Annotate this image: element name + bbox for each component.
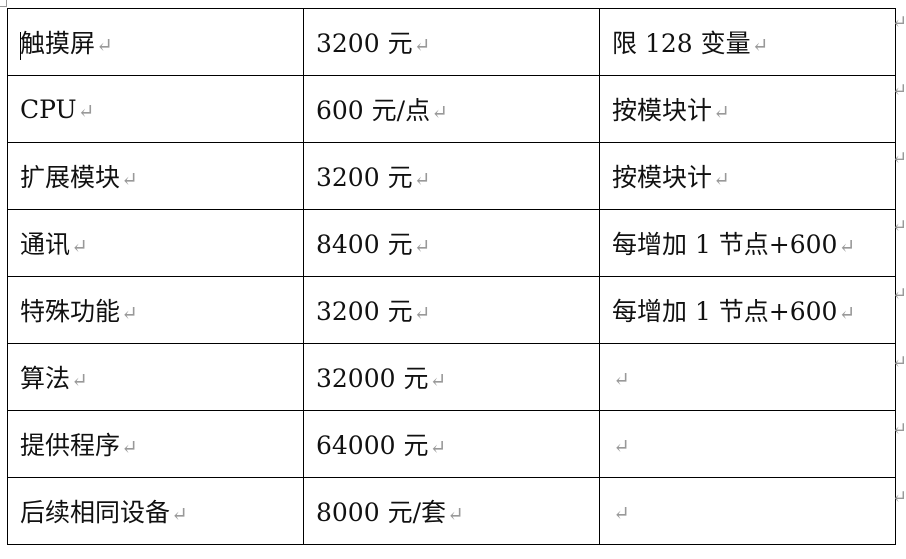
- paragraph-mark-icon: ↵: [121, 435, 138, 459]
- table-cell[interactable]: 8400 元↵: [303, 209, 600, 277]
- row-end-mark-icon: ↵: [892, 283, 906, 305]
- cell-text: 按模块计: [612, 163, 713, 192]
- cell-text: 每增加 1 节点+600: [612, 230, 838, 259]
- cell-text: 特殊功能: [20, 297, 121, 326]
- table-row: 后续相同设备↵ 8000 元/套↵ ↵: [7, 477, 896, 545]
- table-row: 特殊功能↵ 3200 元↵ 每增加 1 节点+600↵: [7, 276, 896, 344]
- row-end-mark-icon: ↵: [892, 419, 906, 441]
- table-cell[interactable]: 通讯↵: [7, 209, 304, 277]
- cell-text: 600 元/点: [316, 96, 431, 125]
- row-end-mark-icon: ↵: [892, 12, 906, 33]
- cell-text: 通讯: [20, 230, 71, 259]
- cell-text: CPU: [20, 94, 77, 124]
- paragraph-mark-icon: ↵: [429, 435, 447, 459]
- cell-text: 扩展模块: [20, 163, 121, 192]
- paragraph-mark-icon: ↵: [429, 368, 447, 392]
- paragraph-mark-icon: ↵: [838, 301, 856, 325]
- table-cell[interactable]: 限 128 变量↵: [599, 8, 896, 76]
- table-cell[interactable]: 8000 元/套↵: [303, 477, 600, 545]
- cell-text: 提供程序: [20, 431, 121, 460]
- table-cell[interactable]: 3200 元↵: [303, 8, 600, 76]
- cell-text: 算法: [20, 364, 71, 393]
- paragraph-mark-icon: ↵: [96, 33, 113, 57]
- paragraph-mark-icon: ↵: [121, 167, 138, 191]
- table-cell[interactable]: 特殊功能↵: [7, 276, 304, 344]
- row-end-mark-icon: ↵: [892, 215, 906, 237]
- paragraph-mark-icon: ↵: [77, 98, 95, 123]
- price-table: 触摸屏↵ 3200 元↵ 限 128 变量↵ CPU↵ 600 元/点↵ 按模块计↵ 扩展模…: [7, 8, 896, 545]
- paragraph-mark-icon: ↵: [613, 500, 630, 525]
- table-cell[interactable]: 触摸屏↵: [7, 8, 304, 76]
- paragraph-mark-icon: ↵: [613, 433, 630, 458]
- row-end-mark-icon: ↵: [892, 487, 906, 509]
- cell-text: 限 128 变量: [612, 29, 751, 58]
- table-row: 触摸屏↵ 3200 元↵ 限 128 变量↵: [7, 8, 896, 76]
- cell-text: 8400 元: [316, 230, 413, 259]
- table-cell[interactable]: 600 元/点↵: [303, 75, 600, 143]
- paragraph-mark-icon: ↵: [413, 234, 431, 258]
- table-cell[interactable]: 后续相同设备↵: [7, 477, 304, 545]
- paragraph-mark-icon: ↵: [713, 167, 730, 191]
- table-cell[interactable]: 3200 元↵: [303, 142, 600, 210]
- table-cell[interactable]: 每增加 1 节点+600↵: [599, 209, 896, 277]
- table-cell[interactable]: 64000 元↵: [303, 410, 600, 478]
- paragraph-mark-icon: ↵: [413, 301, 431, 325]
- table-row: 算法↵ 32000 元↵ ↵: [7, 343, 896, 411]
- paragraph-mark-icon: ↵: [713, 100, 730, 124]
- row-end-mark-icon: ↵: [892, 147, 906, 169]
- paragraph-mark-icon: ↵: [838, 234, 856, 258]
- cell-text: 3200 元: [316, 29, 413, 58]
- text-cursor: [20, 31, 21, 60]
- paragraph-mark-icon: ↵: [431, 100, 448, 124]
- paragraph-mark-icon: ↵: [447, 502, 464, 526]
- row-end-mark-icon: ↵: [892, 351, 906, 373]
- cell-text: 3200 元: [316, 163, 413, 192]
- table-cell[interactable]: 按模块计↵: [599, 75, 896, 143]
- cell-text: 触摸屏: [20, 29, 96, 58]
- paragraph-mark-icon: ↵: [751, 33, 769, 57]
- table-cell[interactable]: ↵: [599, 410, 896, 478]
- table-cell[interactable]: 算法↵: [7, 343, 304, 411]
- table-cell[interactable]: ↵: [599, 343, 896, 411]
- table-cell[interactable]: 扩展模块↵: [7, 142, 304, 210]
- table-cell[interactable]: ↵: [599, 477, 896, 545]
- paragraph-mark-icon: ↵: [121, 301, 138, 325]
- cell-text: 3200 元: [316, 297, 413, 326]
- table-move-handle[interactable]: [0, 0, 7, 7]
- table-row: 扩展模块↵ 3200 元↵ 按模块计↵: [7, 142, 896, 210]
- cell-text: 8000 元/套: [316, 498, 446, 527]
- paragraph-mark-icon: ↵: [413, 167, 431, 191]
- table-cell[interactable]: 3200 元↵: [303, 276, 600, 344]
- paragraph-mark-icon: ↵: [413, 33, 431, 57]
- table-cell[interactable]: 每增加 1 节点+600↵: [599, 276, 896, 344]
- cell-text: 每增加 1 节点+600: [612, 297, 838, 326]
- cell-text: 64000 元: [316, 431, 429, 460]
- table-cell[interactable]: CPU↵: [7, 75, 304, 143]
- paragraph-mark-icon: ↵: [171, 502, 188, 526]
- paragraph-mark-icon: ↵: [613, 366, 630, 391]
- table-row: 提供程序↵ 64000 元↵ ↵: [7, 410, 896, 478]
- cell-text: 后续相同设备: [20, 498, 171, 527]
- table-cell[interactable]: 32000 元↵: [303, 343, 600, 411]
- table-cell[interactable]: 提供程序↵: [7, 410, 304, 478]
- table-cell[interactable]: 按模块计↵: [599, 142, 896, 210]
- paragraph-mark-icon: ↵: [71, 368, 88, 392]
- paragraph-mark-icon: ↵: [71, 234, 88, 258]
- cell-text: 按模块计: [612, 96, 713, 125]
- cell-text: 32000 元: [316, 364, 429, 393]
- row-end-mark-icon: ↵: [892, 79, 906, 101]
- table-row: 通讯↵ 8400 元↵ 每增加 1 节点+600↵: [7, 209, 896, 277]
- table-row: CPU↵ 600 元/点↵ 按模块计↵: [7, 75, 896, 143]
